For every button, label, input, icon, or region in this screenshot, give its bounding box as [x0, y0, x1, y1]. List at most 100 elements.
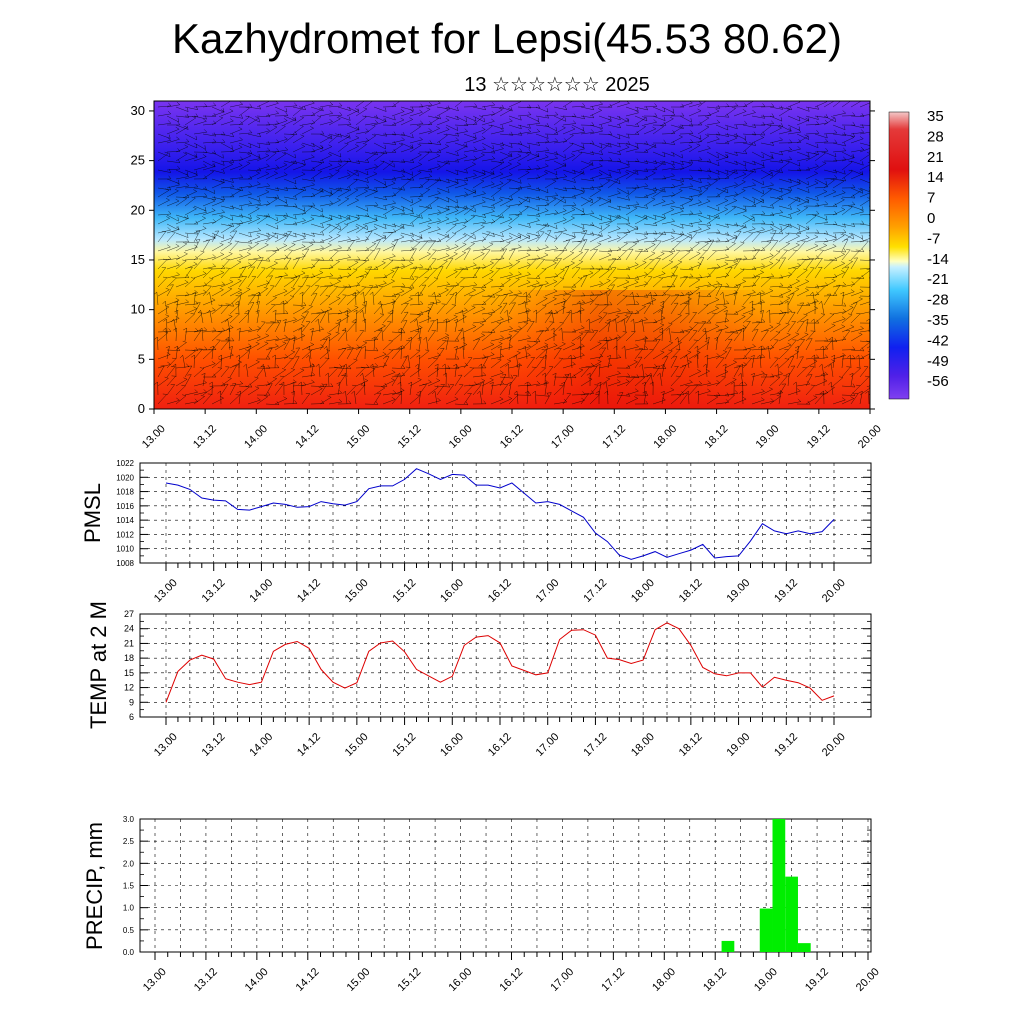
wind-barb-flag [455, 282, 460, 286]
wind-barb-flag [285, 310, 289, 314]
wind-barb [821, 301, 825, 315]
wind-barb [301, 306, 313, 315]
wind-barb [391, 266, 399, 279]
wind-barb [391, 169, 405, 173]
wind-barb-flag [761, 354, 766, 358]
wind-barb-flag [726, 238, 730, 242]
wind-barb-flag [707, 181, 711, 185]
wind-barb [472, 106, 486, 111]
wind-barb-flag [456, 355, 460, 360]
wind-barb [598, 280, 611, 288]
wind-barb-flag [482, 190, 486, 194]
wind-barb [490, 232, 504, 238]
wind-barb-flag [293, 379, 297, 383]
wind-barb-flag [481, 172, 486, 175]
wind-barb-flag [253, 258, 258, 261]
wind-barb-flag [591, 291, 595, 295]
wind-barb [445, 133, 459, 137]
wind-barb [391, 301, 395, 315]
wind-barb-flag [698, 226, 702, 230]
wind-barb-flag [712, 286, 717, 288]
wind-barb [220, 110, 234, 117]
wind-barb-flag [561, 125, 566, 129]
wind-barb [472, 154, 485, 162]
wind-barb-flag [249, 143, 252, 148]
wind-barb-flag [625, 279, 630, 283]
wind-barb [841, 261, 853, 270]
wind-barb [751, 232, 761, 243]
wind-barb [283, 244, 296, 252]
wind-barb-flag [561, 300, 565, 304]
wind-barb [454, 183, 468, 189]
wind-barb-flag [443, 133, 448, 136]
wind-barb [372, 292, 375, 306]
wind-barb [211, 196, 225, 201]
wind-barb [823, 169, 837, 174]
wind-barb [328, 298, 341, 306]
wind-barb [850, 232, 863, 240]
wind-barb [274, 174, 288, 180]
wind-barb [445, 178, 459, 184]
wind-barb-flag [733, 198, 737, 201]
wind-barb [724, 151, 738, 156]
wind-barb-flag [705, 336, 710, 340]
wind-barb-flag [880, 127, 881, 131]
wind-barb-flag [564, 373, 568, 378]
wind-barb-flag [472, 136, 477, 140]
wind-barb-flag [481, 306, 486, 310]
wind-barb-flag [443, 259, 448, 262]
wind-barb [202, 196, 216, 201]
wind-barb [526, 310, 529, 324]
wind-barb-flag [482, 219, 487, 223]
wind-barb [472, 221, 486, 225]
wind-barb [184, 258, 198, 261]
wind-barb-flag [741, 188, 746, 191]
wind-barb-flag [582, 144, 585, 149]
wind-barb-flag [500, 335, 504, 339]
wind-barb [841, 101, 851, 108]
wind-barb-flag [482, 146, 486, 150]
wind-barb [544, 290, 558, 297]
wind-barb-flag [713, 215, 718, 217]
wind-barb [733, 123, 747, 126]
wind-barb-flag [274, 171, 278, 174]
wind-barb [742, 258, 756, 261]
wind-barb-flag [389, 309, 394, 313]
wind-barb [742, 348, 752, 360]
wind-barb [832, 285, 841, 297]
wind-barb-flag [400, 117, 405, 121]
wind-barb [868, 313, 870, 315]
wind-barb [175, 366, 189, 369]
wind-barb [391, 139, 405, 144]
wind-barb [589, 343, 602, 351]
wind-barb-flag [490, 342, 494, 345]
wind-barb-flag [719, 291, 724, 296]
wind-barb-flag [752, 289, 756, 293]
wind-barb [319, 350, 331, 360]
wind-barb-flag [600, 225, 603, 230]
wind-barb-flag [398, 327, 402, 331]
wind-barb [517, 254, 531, 261]
wind-barb [634, 217, 647, 225]
wind-barb-flag [508, 235, 513, 239]
wind-barb [166, 346, 170, 360]
wind-barb-flag [490, 171, 494, 174]
wind-barb [328, 114, 342, 117]
wind-barb [400, 196, 413, 204]
wind-barb [624, 346, 627, 360]
wind-barb-flag [816, 354, 820, 358]
wind-barb-flag [335, 322, 340, 325]
wind-barb-flag [741, 179, 746, 183]
wind-barb [481, 151, 495, 154]
wind-barb [508, 273, 522, 279]
wind-barb [544, 298, 557, 306]
wind-barb-flag [362, 259, 367, 262]
wind-barb [373, 205, 387, 211]
wind-barb [742, 205, 756, 207]
wind-barb [481, 271, 494, 279]
wind-barb [445, 294, 454, 306]
wind-barb-flag [510, 107, 513, 112]
wind-barb [490, 188, 502, 198]
wind-barb-flag [185, 173, 189, 177]
wind-barb [238, 253, 251, 261]
